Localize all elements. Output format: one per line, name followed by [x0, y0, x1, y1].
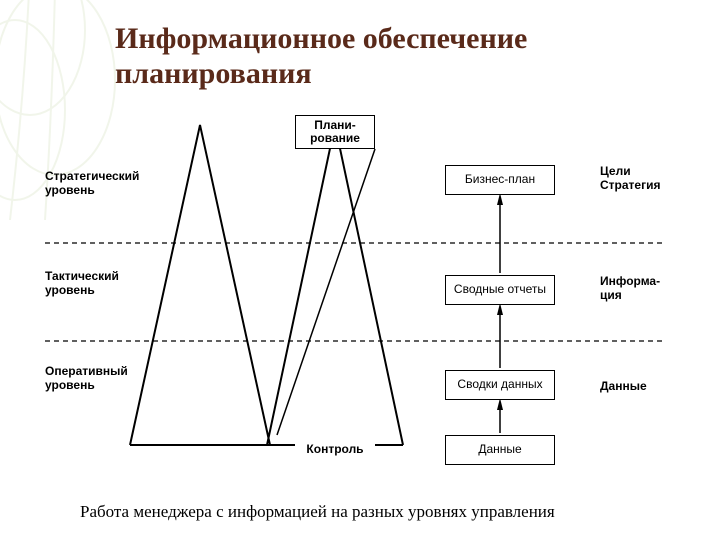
page-title: Информационное обеспечение планирования [115, 22, 720, 91]
box-business-plan: Бизнес-план [445, 165, 555, 195]
label-tactical-level: Тактический уровень [45, 270, 119, 298]
label-operational-level: Оперативный уровень [45, 365, 128, 393]
label-data: Данные [600, 380, 647, 394]
box-data: Данные [445, 435, 555, 465]
box-summary-reports: Сводные отчеты [445, 275, 555, 305]
label-information: Информа- ция [600, 275, 660, 303]
box-data-summaries: Сводки данных [445, 370, 555, 400]
label-strategic-level: Стратегический уровень [45, 170, 139, 198]
diagram: Стратегический уровень Тактический урове… [45, 115, 685, 475]
diagram-lines [45, 115, 685, 475]
box-control: Контроль [295, 435, 375, 465]
box-planning: Плани- рование [295, 115, 375, 149]
label-goals-strategy: Цели Стратегия [600, 165, 660, 193]
caption: Работа менеджера с информацией на разных… [80, 502, 555, 522]
